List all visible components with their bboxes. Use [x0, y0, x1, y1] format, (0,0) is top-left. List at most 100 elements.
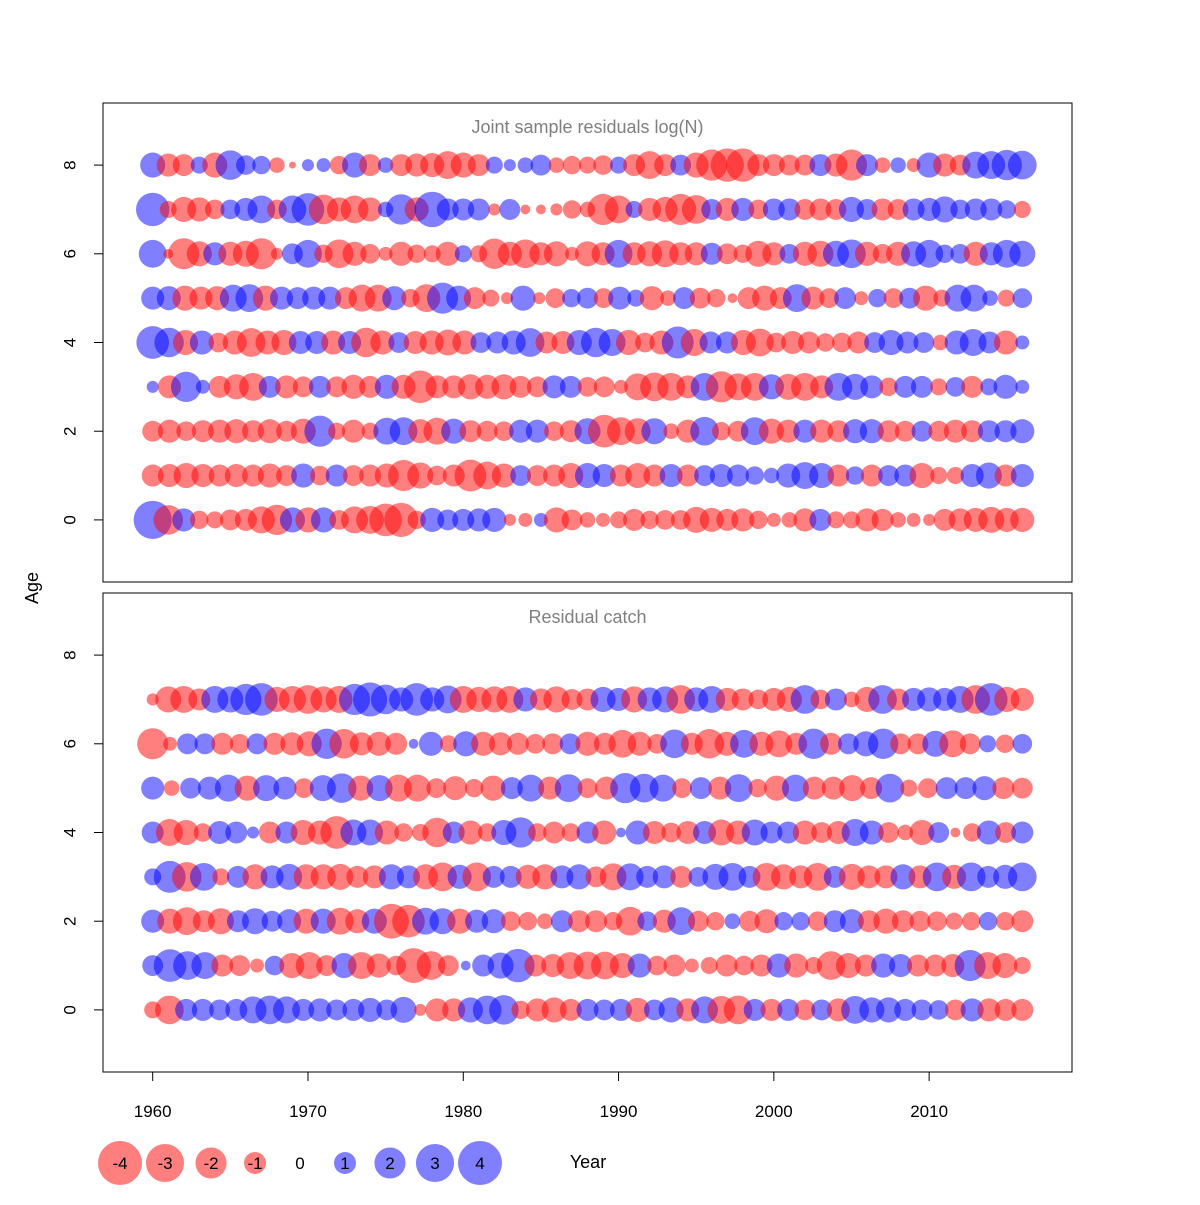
bubble-point — [754, 909, 779, 934]
bubble-point — [824, 688, 847, 711]
bubble-point — [532, 864, 558, 890]
bubble-point — [191, 952, 219, 980]
bubble-point — [241, 908, 269, 935]
bubble-point — [446, 285, 472, 311]
bubble-point — [847, 331, 870, 354]
bubble-point — [585, 910, 608, 933]
legend-label: 3 — [430, 1154, 439, 1173]
bubble-point — [403, 370, 437, 404]
bubble-point — [794, 199, 816, 220]
bubble-point — [777, 998, 800, 1021]
bubble-point — [809, 508, 832, 531]
bubble-point — [1010, 507, 1035, 532]
bubble-point — [819, 288, 839, 308]
bubble-point — [439, 735, 457, 753]
bubble-point — [204, 199, 225, 220]
bubble-point — [961, 912, 981, 931]
bubble-point — [224, 464, 248, 488]
bubble-point — [141, 464, 164, 487]
bubble-point — [762, 198, 785, 221]
bubble-point — [596, 512, 610, 527]
bubble-point — [366, 731, 391, 756]
bubble-point — [533, 512, 548, 527]
bubble-point — [500, 911, 521, 932]
bubble-point — [193, 823, 213, 842]
bubble-point — [271, 329, 297, 356]
bubble-point — [723, 995, 753, 1025]
bubble-point — [403, 774, 431, 802]
bubble-point — [976, 820, 1001, 845]
bubble-point — [776, 419, 800, 443]
bubble-point — [731, 197, 755, 221]
bubble-point — [208, 464, 231, 487]
bubble-point — [545, 288, 566, 308]
bubble-point — [525, 733, 546, 754]
bubble-point — [706, 912, 725, 931]
bubble-point — [359, 375, 382, 398]
bubble-point — [269, 286, 294, 310]
bubble-point — [592, 820, 617, 845]
legend-bubble — [415, 1143, 455, 1183]
bubble-point — [195, 379, 210, 394]
bubble-point — [811, 999, 833, 1021]
bubble-point — [616, 863, 644, 891]
bubble-point — [636, 865, 659, 888]
legend-bubble — [244, 1152, 266, 1174]
bubble-point — [500, 777, 523, 800]
bubble-point — [542, 375, 566, 399]
bubble-point — [906, 512, 921, 527]
bubble-point — [420, 507, 445, 532]
bubble-point — [189, 862, 218, 891]
bubble-point — [748, 778, 767, 798]
bubble-point — [724, 774, 753, 803]
bubble-point — [741, 819, 768, 846]
bubble-point — [997, 200, 1016, 219]
bubble-point — [525, 419, 549, 443]
bubble-point — [326, 773, 357, 803]
bubble-point — [748, 199, 769, 220]
bubble-point — [997, 289, 1015, 307]
bubble-point — [480, 775, 506, 801]
bubble-point — [163, 736, 178, 751]
bubble-point — [211, 954, 234, 977]
bubble-point — [890, 157, 906, 173]
bubble-point — [263, 732, 286, 755]
bubble-point — [917, 778, 938, 798]
bubble-point — [793, 419, 817, 443]
bubble-point — [559, 733, 581, 755]
bubble-point — [819, 732, 842, 755]
bubble-point — [794, 154, 816, 176]
bubble-point — [643, 999, 665, 1021]
y-tick-label: 4 — [60, 338, 79, 347]
bubble-point — [790, 372, 819, 401]
bubble-point — [292, 998, 315, 1021]
bubble-point — [689, 777, 712, 800]
bubble-point — [509, 419, 533, 443]
bubble-point — [459, 420, 482, 443]
bubble-point — [172, 907, 201, 936]
bubble-point — [625, 463, 651, 489]
bubble-point — [676, 464, 699, 487]
bubble-point — [1012, 733, 1033, 754]
bubble-point — [1013, 200, 1031, 218]
bubble-point — [877, 420, 900, 443]
legend-label: -3 — [157, 1154, 172, 1173]
bubble-point — [860, 464, 883, 487]
bubble-point — [362, 865, 386, 889]
bubble-point — [274, 375, 299, 399]
bubble-point — [407, 462, 434, 489]
bubble-point — [874, 157, 891, 173]
legend-label: -2 — [203, 1154, 218, 1173]
bubble-point — [839, 909, 864, 934]
bubble-point — [661, 822, 681, 843]
bubble-point — [993, 374, 1018, 399]
bubble-point — [562, 288, 581, 308]
bubble-point — [689, 287, 711, 309]
bubble-point — [766, 332, 787, 353]
bubble-point — [414, 191, 450, 228]
bubble-point — [457, 374, 483, 400]
bubble-point — [874, 865, 898, 889]
bubble-point — [208, 419, 232, 443]
bubble-point — [727, 293, 738, 304]
bubble-point — [503, 513, 516, 526]
